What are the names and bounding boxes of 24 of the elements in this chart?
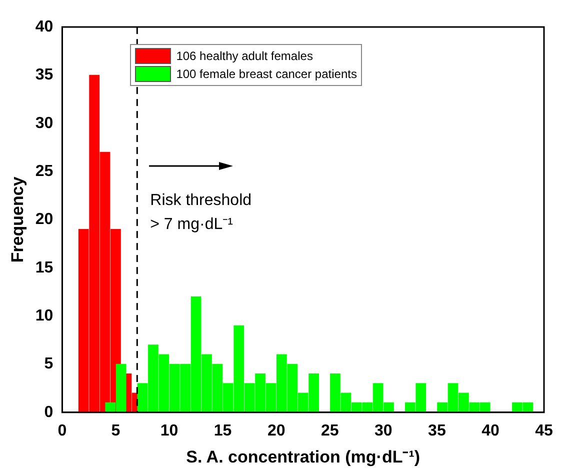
x-tick-label: 25 (320, 422, 339, 440)
y-tick-label: 15 (35, 259, 54, 276)
y-tick-label: 20 (35, 211, 54, 228)
x-tick-label: 20 (267, 422, 286, 440)
y-tick-label: 0 (44, 404, 54, 421)
ref-line-label: Risk threshold > 7 mg·dL⁻¹ (150, 192, 252, 233)
x-tick-label: 0 (58, 422, 67, 440)
x-tick-label: 10 (160, 422, 178, 440)
y-tick-label: 25 (35, 162, 54, 180)
y-tick-label: 10 (35, 307, 54, 324)
legend-label: 100 female breast cancer patients (176, 66, 357, 83)
y-tick-label: 30 (35, 114, 54, 132)
x-tick-label: 40 (482, 422, 500, 440)
y-axis-title: Frequency (8, 176, 27, 263)
x-tick-label: 45 (535, 422, 553, 440)
x-axis-title: S. A. concentration (mg·dL⁻¹) (186, 447, 420, 466)
x-tick-label: 35 (428, 422, 446, 440)
legend-label: 106 healthy adult females (176, 48, 313, 65)
y-tick-label: 35 (35, 66, 54, 84)
x-tick-label: 15 (214, 422, 232, 440)
y-tick-label: 40 (35, 18, 54, 36)
x-tick-label: 30 (374, 422, 392, 440)
x-tick-label: 5 (111, 422, 120, 440)
y-tick-label: 5 (44, 356, 54, 373)
